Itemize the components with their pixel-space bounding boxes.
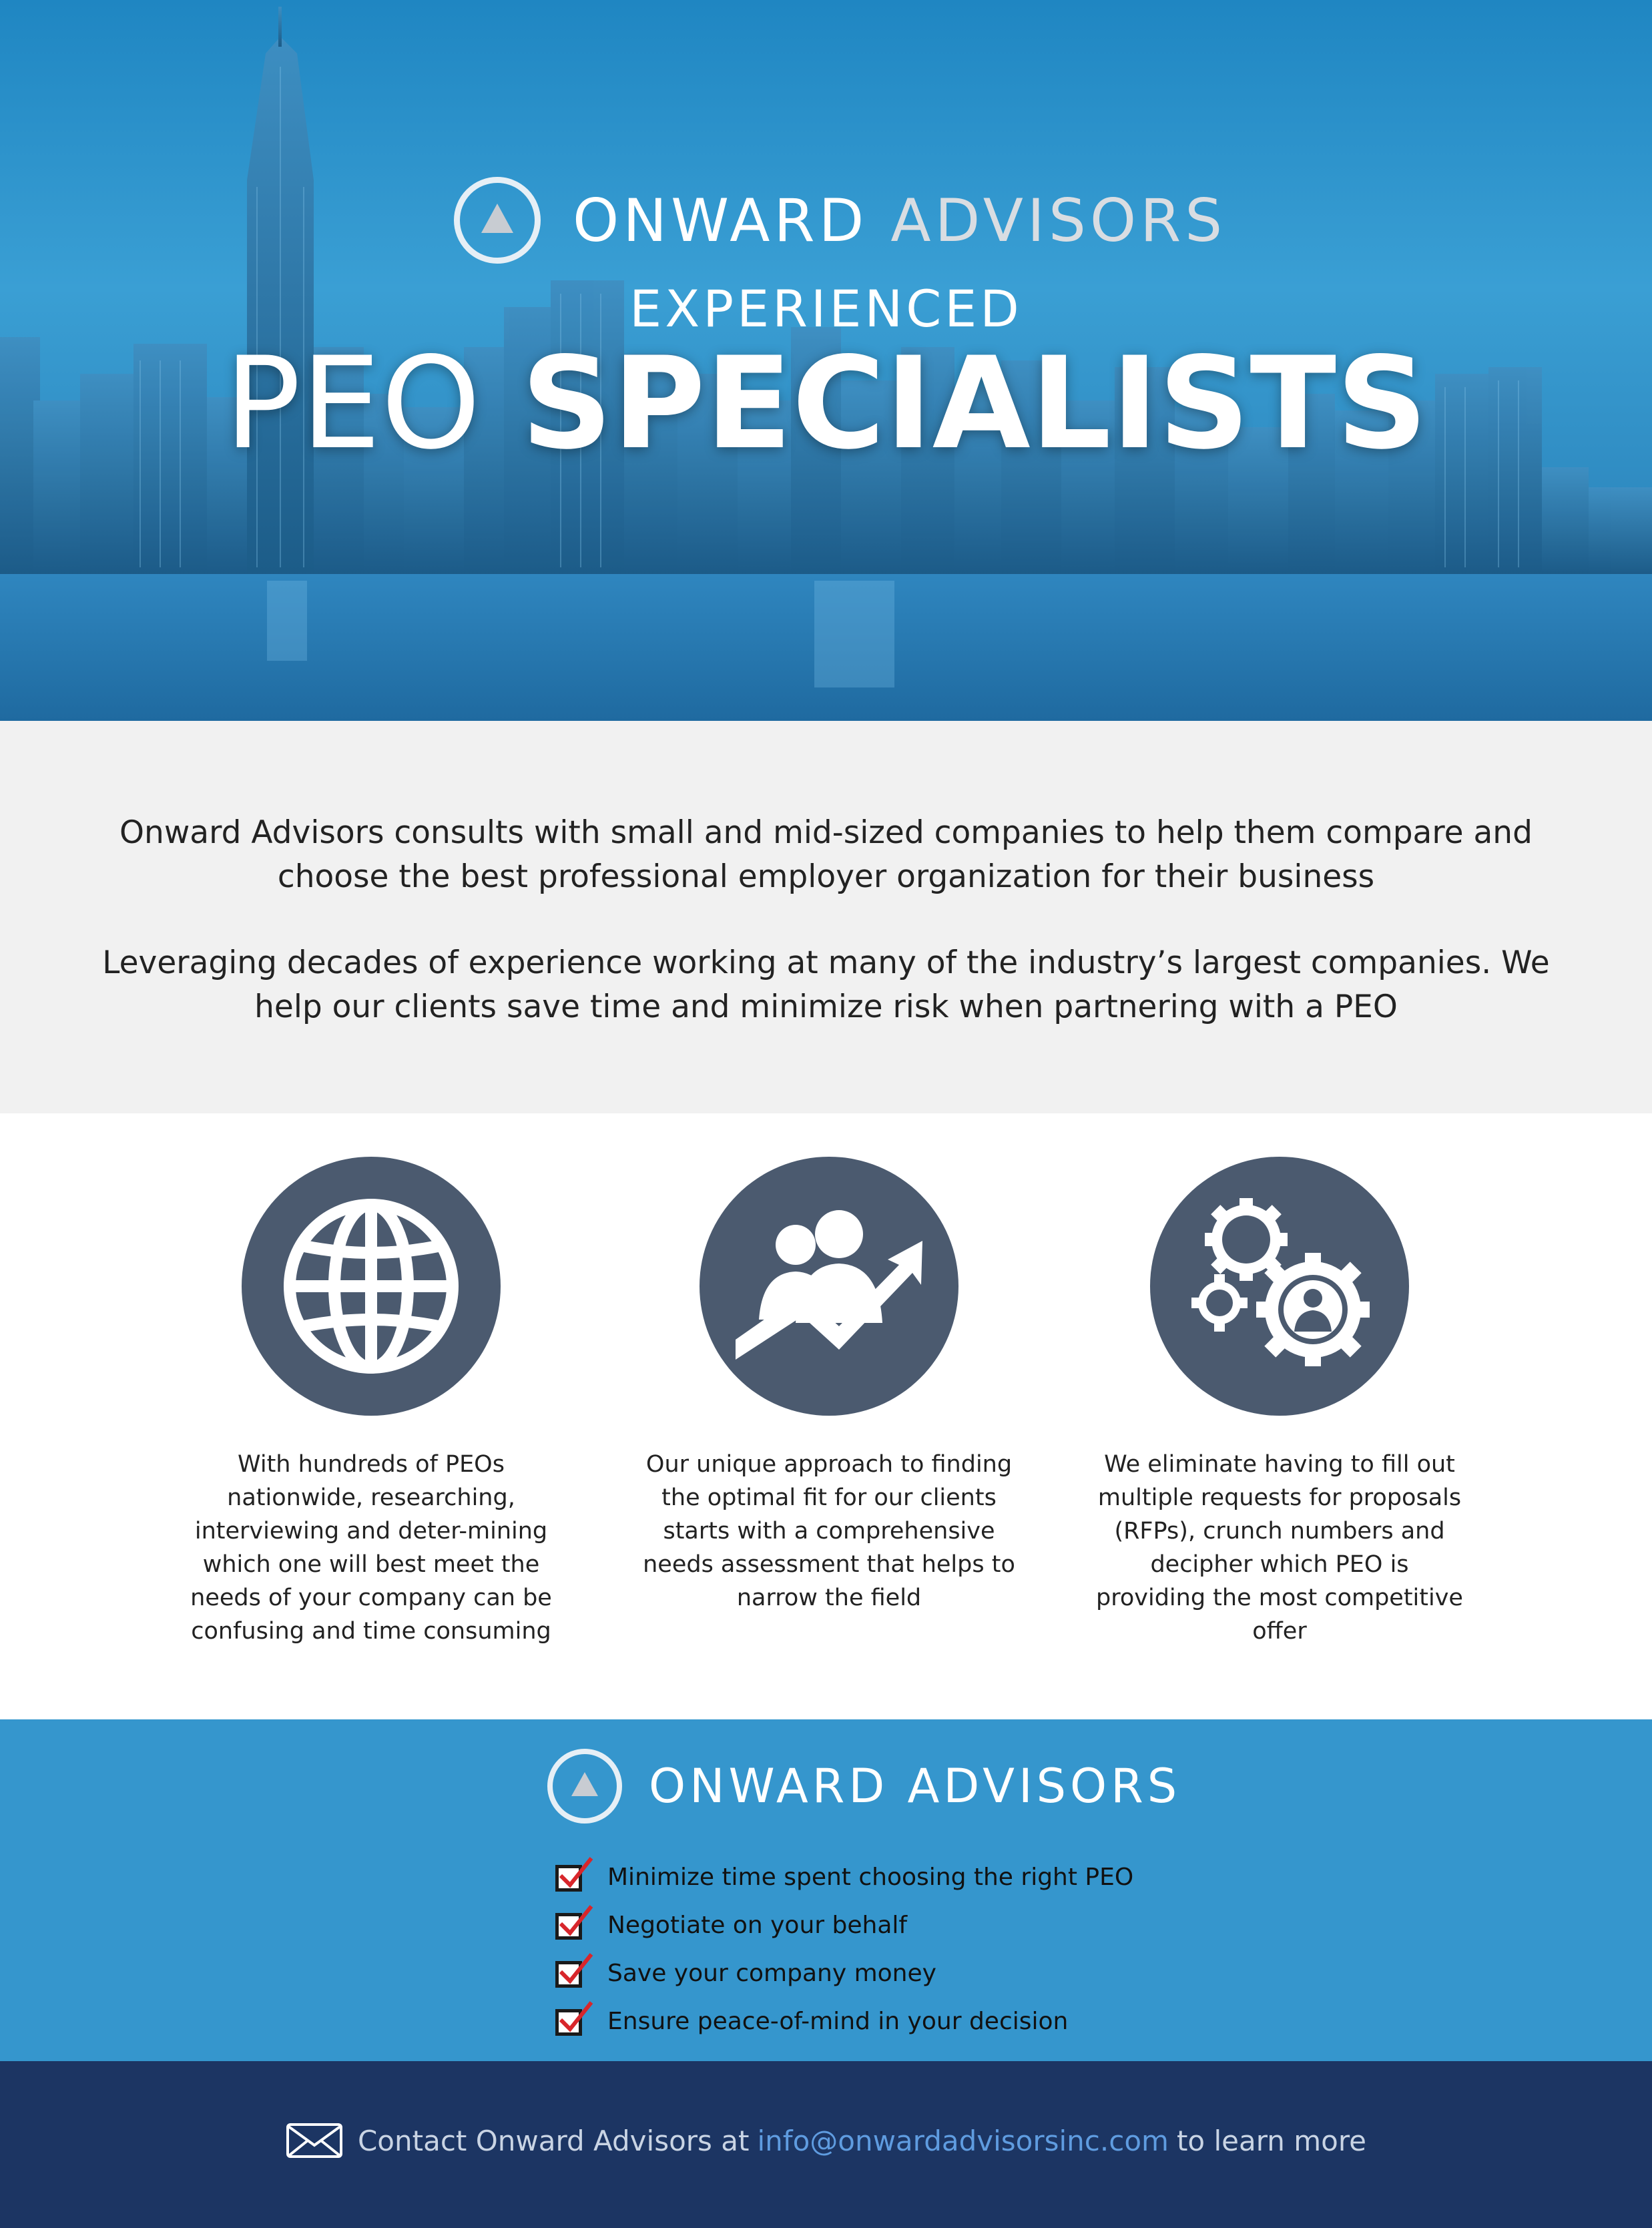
checkbox-checked-icon <box>555 1857 593 1894</box>
checklist-item: Negotiate on your behalf <box>555 1901 1133 1949</box>
intro-paragraph-2: Leveraging decades of experience working… <box>102 944 1550 1025</box>
people-growth-icon <box>700 1157 958 1416</box>
benefits-section: ONWARD ADVISORS Minimize time spent choo… <box>0 1719 1652 2061</box>
feature-card: We eliminate having to fill out multiple… <box>1093 1157 1466 1648</box>
brand-name-second: ADVISORS <box>890 186 1227 255</box>
feature-text: Our unique approach to finding the optim… <box>643 1451 1015 1611</box>
city-skyline-image <box>0 7 1652 721</box>
brand-logo: ONWARD ADVISORS <box>454 170 1226 270</box>
feature-text: With hundreds of PEOs nationwide, resear… <box>190 1451 552 1645</box>
checklist-item: Save your company money <box>555 1949 1133 1997</box>
checklist-label: Minimize time spent choosing the right P… <box>607 1863 1134 1891</box>
feature-card: Our unique approach to finding the optim… <box>642 1157 1016 1615</box>
features-section: With hundreds of PEOs nationwide, resear… <box>0 1113 1652 1719</box>
checklist-item: Minimize time spent choosing the right P… <box>555 1853 1133 1901</box>
hero-title: PEO SPECIALISTS <box>0 337 1652 471</box>
hero-title-light: PEO <box>224 330 481 477</box>
brand-name: ONWARD ADVISORS <box>649 1759 1181 1814</box>
hero-subtitle: EXPERIENCED <box>629 279 1023 338</box>
hero-title-bold: SPECIALISTS <box>521 330 1428 477</box>
benefits-checklist: Minimize time spent choosing the right P… <box>555 1853 1133 2045</box>
checkbox-checked-icon <box>555 1905 593 1942</box>
logo-arrow-icon <box>547 1749 622 1824</box>
hero-banner: ONWARD ADVISORS EXPERIENCED PEO SPECIALI… <box>0 0 1652 721</box>
brand-logo: ONWARD ADVISORS <box>547 1746 1181 1826</box>
contact-line: Contact Onward Advisors at info@onwardad… <box>0 2123 1652 2159</box>
contact-suffix: to learn more <box>1176 2124 1367 2157</box>
checklist-label: Ensure peace-of-mind in your decision <box>607 2007 1069 2035</box>
contact-prefix: Contact Onward Advisors at <box>357 2124 750 2157</box>
brand-name: ONWARD ADVISORS <box>573 186 1226 255</box>
email-link[interactable]: info@onwardadvisorsinc.com <box>757 2124 1169 2157</box>
checkbox-checked-icon <box>555 2001 593 2038</box>
checklist-label: Negotiate on your behalf <box>607 1911 908 1939</box>
checklist-label: Save your company money <box>607 1959 936 1987</box>
checklist-item: Ensure peace-of-mind in your decision <box>555 1997 1133 2045</box>
intro-paragraph-1: Onward Advisors consults with small and … <box>119 814 1533 895</box>
globe-icon <box>242 1157 501 1416</box>
logo-arrow-icon <box>454 177 541 264</box>
intro-section: Onward Advisors consults with small and … <box>0 721 1652 1113</box>
checkbox-checked-icon <box>555 1953 593 1990</box>
feature-card: With hundreds of PEOs nationwide, resear… <box>184 1157 558 1648</box>
brand-name-first: ONWARD <box>573 186 868 255</box>
envelope-icon <box>286 2123 342 2158</box>
feature-text: We eliminate having to fill out multiple… <box>1096 1451 1463 1645</box>
contact-footer: Contact Onward Advisors at info@onwardad… <box>0 2061 1652 2228</box>
gears-person-icon <box>1150 1157 1409 1416</box>
